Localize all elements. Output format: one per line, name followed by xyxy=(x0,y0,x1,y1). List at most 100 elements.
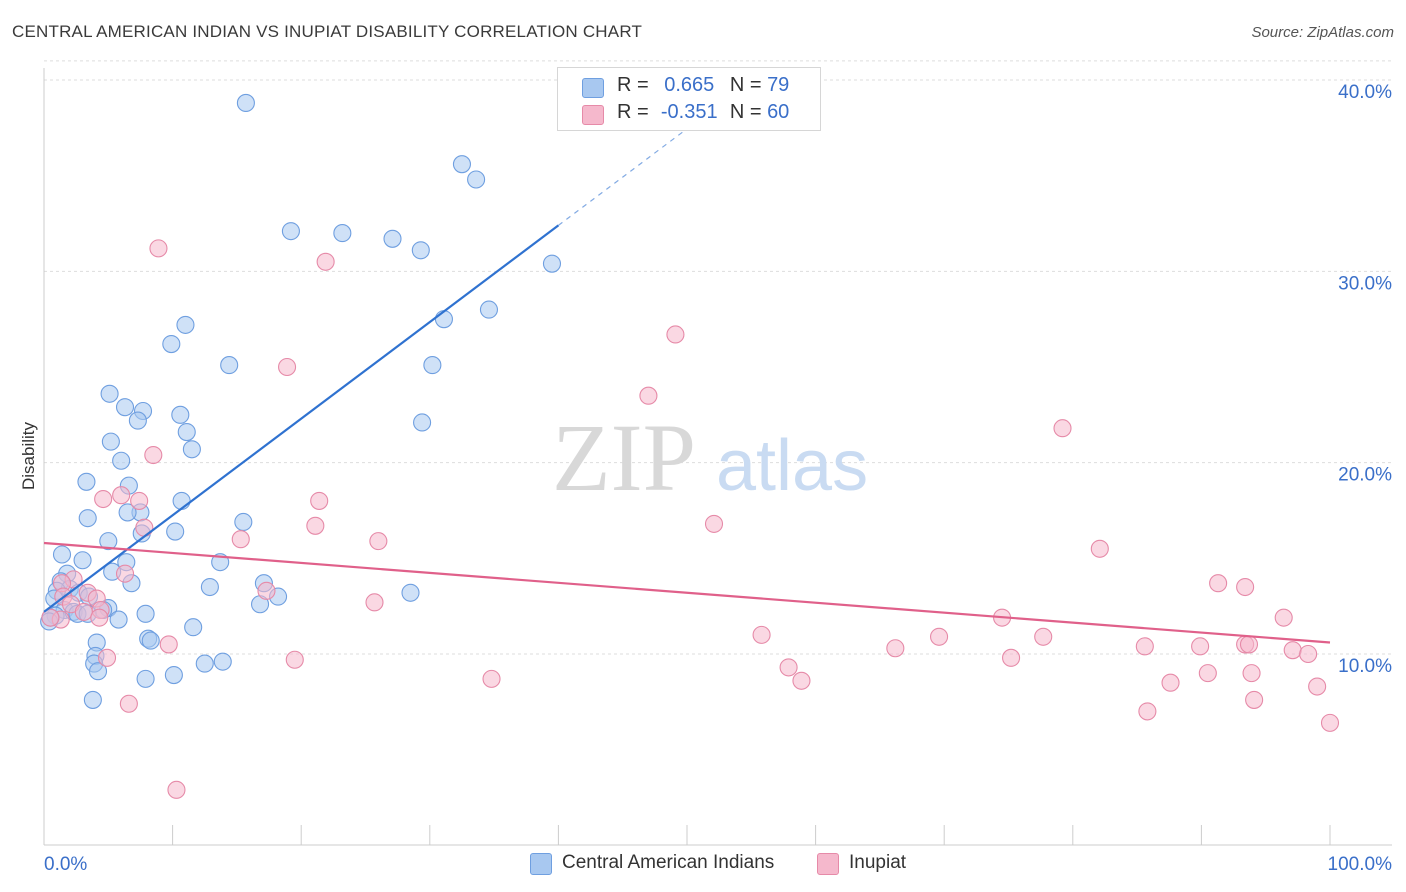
data-point xyxy=(83,690,102,709)
trend-line-inupiat xyxy=(43,541,1331,644)
data-point xyxy=(434,310,453,329)
legend-r-value: 0.665 xyxy=(664,74,715,96)
y-tick-label: 10.0% xyxy=(1338,656,1392,677)
data-point xyxy=(73,551,92,570)
data-point xyxy=(115,398,135,417)
data-point xyxy=(159,635,178,654)
data-point xyxy=(164,665,183,685)
data-point xyxy=(41,608,60,627)
data-point xyxy=(1053,419,1072,438)
data-point xyxy=(281,222,300,241)
data-point xyxy=(119,694,138,713)
gridlines xyxy=(44,60,1392,655)
correlation-legend: R = 0.665 N = 79 R = -0.351 N = 60 xyxy=(557,67,821,131)
data-point xyxy=(452,155,472,174)
x-tick-label-min: 0.0% xyxy=(44,854,87,875)
data-point xyxy=(101,432,120,451)
data-point xyxy=(100,384,119,403)
data-point xyxy=(236,93,255,113)
trend-lines xyxy=(43,70,1331,644)
data-point xyxy=(1299,644,1318,664)
data-point xyxy=(1245,690,1264,709)
data-point xyxy=(200,577,219,597)
data-point xyxy=(135,518,154,537)
data-point xyxy=(1002,648,1021,667)
data-point xyxy=(1161,673,1180,692)
legend-r-value: -0.351 xyxy=(660,101,718,123)
series-central-american-indians xyxy=(40,93,562,709)
data-point xyxy=(423,356,442,375)
data-point xyxy=(310,491,329,510)
data-point xyxy=(74,602,93,621)
data-point xyxy=(752,625,771,644)
y-tick-label: 20.0% xyxy=(1338,465,1392,486)
series-inupiat xyxy=(41,239,1340,799)
data-point xyxy=(365,593,384,612)
data-point xyxy=(333,224,352,243)
source-label: Source: ZipAtlas.com xyxy=(1251,24,1394,41)
data-point xyxy=(99,532,118,551)
data-point xyxy=(141,631,160,650)
data-point xyxy=(231,530,250,549)
legend-r-label: R = xyxy=(617,74,649,96)
data-point xyxy=(306,516,325,535)
chart-title: CENTRAL AMERICAN INDIAN VS INUPIAT DISAB… xyxy=(12,22,643,41)
data-point xyxy=(172,491,191,510)
data-point xyxy=(166,522,185,541)
data-point xyxy=(97,648,117,667)
data-point xyxy=(383,229,402,248)
data-point xyxy=(220,356,239,375)
data-point xyxy=(930,627,949,646)
data-point xyxy=(369,532,388,551)
data-point xyxy=(94,489,113,509)
data-point xyxy=(1308,677,1327,696)
trend-line-central-american-indians xyxy=(43,224,560,613)
legend-r-label: R = xyxy=(617,101,649,123)
y-tick-label: 40.0% xyxy=(1338,82,1392,103)
data-point xyxy=(479,300,499,319)
bottom-legend-label: Inupiat xyxy=(849,852,907,873)
bottom-legend-label: Central American Indians xyxy=(562,852,775,873)
data-point xyxy=(1320,713,1340,732)
bottom-legend-swatch-pink xyxy=(817,853,839,875)
legend-n-value: 79 xyxy=(767,74,790,96)
data-point xyxy=(316,252,335,271)
data-point xyxy=(1209,574,1228,593)
data-point xyxy=(177,423,196,442)
data-point xyxy=(1283,641,1302,660)
legend-n-label: N = xyxy=(729,101,762,123)
y-tick-label: 30.0% xyxy=(1338,273,1392,294)
data-point xyxy=(411,241,430,260)
data-point xyxy=(278,357,297,377)
data-point xyxy=(1239,635,1259,654)
data-point xyxy=(130,491,149,510)
data-point xyxy=(639,386,658,405)
data-point xyxy=(144,445,163,465)
data-point xyxy=(162,334,181,354)
data-point xyxy=(1236,577,1255,597)
data-point xyxy=(1198,664,1217,683)
data-point xyxy=(77,472,96,491)
data-point xyxy=(109,610,128,629)
data-point xyxy=(1090,539,1109,558)
legend-n-label: N = xyxy=(729,74,762,96)
data-point xyxy=(886,639,905,658)
axes: 10.0% 20.0% 30.0% 40.0% 0.0% 100.0% xyxy=(43,68,1393,875)
x-tick-label-max: 100.0% xyxy=(1328,854,1393,875)
data-point xyxy=(171,405,190,424)
data-point xyxy=(779,658,798,677)
y-axis-label: Disability xyxy=(19,421,38,490)
watermark: ZIP atlas xyxy=(552,404,868,511)
data-point xyxy=(1138,702,1157,721)
data-point xyxy=(542,254,562,273)
data-point xyxy=(482,669,501,688)
data-point xyxy=(182,440,201,459)
data-point xyxy=(195,654,214,673)
data-point xyxy=(1274,608,1293,627)
data-point xyxy=(136,604,155,623)
watermark-zip: ZIP xyxy=(552,404,696,511)
legend-swatch-pink xyxy=(582,105,604,125)
legend-swatch-blue xyxy=(582,78,604,98)
data-point xyxy=(167,780,186,799)
